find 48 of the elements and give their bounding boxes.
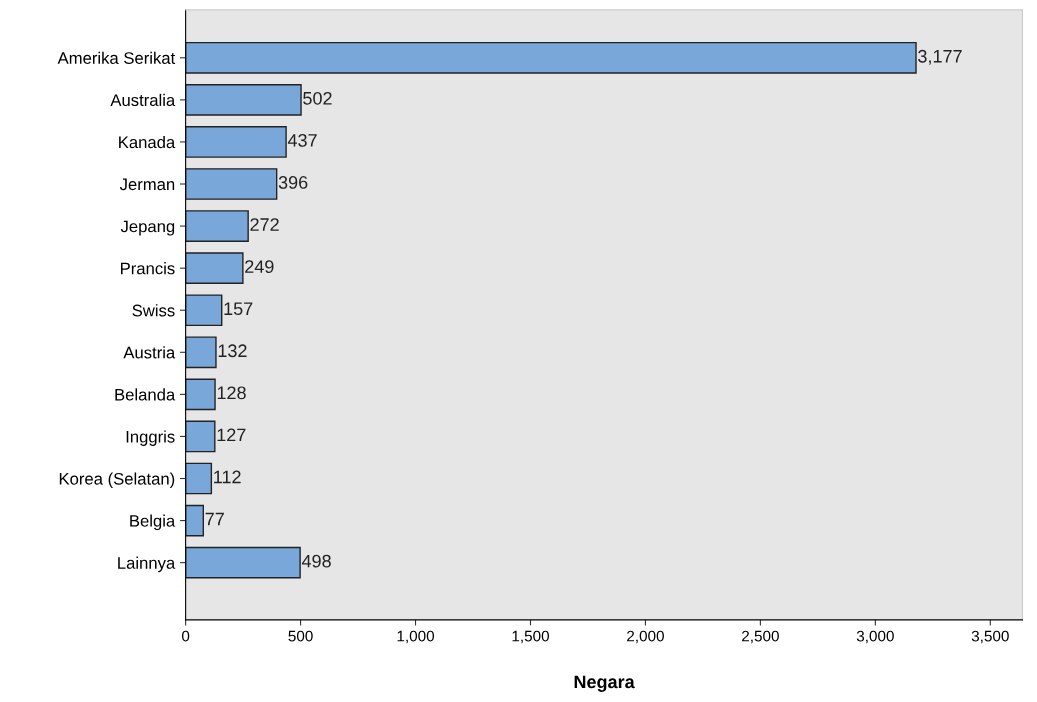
data-label: 3,177 — [918, 49, 962, 65]
data-label: 437 — [287, 133, 317, 147]
y-tick-label: Lainnya — [118, 556, 176, 573]
data-label: 132 — [218, 344, 247, 358]
bar — [185, 420, 216, 453]
bar — [185, 210, 249, 242]
y-tick-label: Amerika Serikat — [57, 51, 176, 64]
x-tick-label: 1,500 — [512, 630, 549, 644]
y-tick-label: Swiss — [132, 304, 175, 317]
bar — [185, 546, 301, 579]
bar — [185, 462, 213, 495]
y-tick-label: Kanada — [119, 135, 176, 149]
y-tick-label: Austria — [123, 346, 176, 359]
data-label: 128 — [217, 386, 246, 400]
bar — [185, 126, 287, 158]
x-tick-label: 2,000 — [627, 630, 664, 644]
bar — [185, 378, 216, 411]
x-axis-title: Negara — [574, 675, 635, 692]
data-label: 272 — [250, 218, 279, 231]
x-tick-label: 500 — [288, 630, 313, 642]
bar — [185, 168, 278, 200]
bar — [185, 84, 302, 116]
data-label: 157 — [224, 302, 253, 316]
bar — [185, 336, 217, 369]
data-label: 112 — [214, 470, 241, 484]
data-label: 396 — [278, 176, 308, 189]
data-label: 127 — [217, 428, 246, 442]
y-tick-label: Jepang — [120, 220, 175, 236]
y-tick-label: Inggris — [126, 430, 175, 446]
bar — [185, 252, 244, 284]
y-tick-label: Prancis — [121, 262, 175, 275]
y-tick-label: Korea (Selatan) — [59, 472, 175, 488]
bar — [185, 41, 917, 74]
y-tick-label: Belanda — [115, 388, 176, 401]
y-tick-label: Australia — [110, 93, 176, 107]
x-tick-label: 2,500 — [742, 630, 779, 644]
data-label: 77 — [205, 512, 224, 526]
x-tick-label: 0 — [181, 630, 190, 642]
bar — [185, 504, 205, 537]
x-tick-label: 1,000 — [397, 630, 435, 644]
data-label: 498 — [301, 554, 331, 568]
data-label: 249 — [245, 260, 274, 273]
y-tick-label: Belgia — [130, 514, 176, 531]
data-label: 502 — [303, 91, 332, 105]
y-tick-label: Jerman — [119, 178, 175, 191]
x-tick-label: 3,500 — [971, 630, 1009, 644]
x-tick-label: 3,000 — [856, 630, 894, 644]
bar — [185, 294, 223, 327]
